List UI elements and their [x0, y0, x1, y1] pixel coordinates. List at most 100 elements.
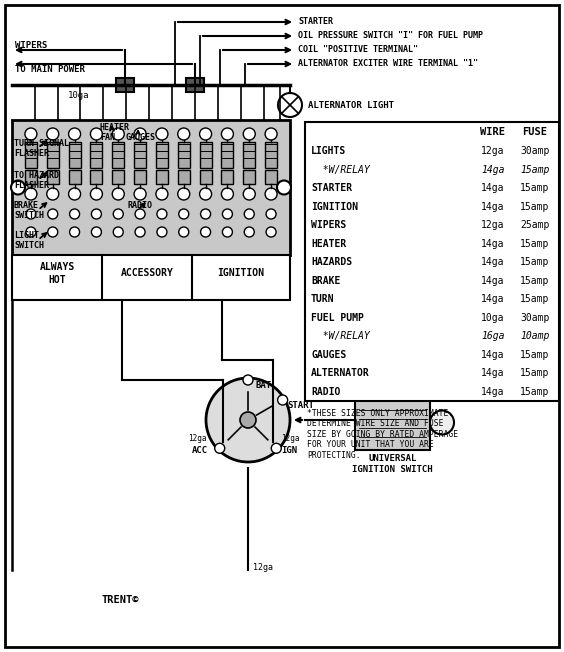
Text: 10ga: 10ga [481, 313, 505, 323]
Circle shape [157, 209, 167, 219]
Circle shape [240, 412, 256, 428]
Text: ACCESSORY: ACCESSORY [121, 268, 174, 278]
Text: 14ga: 14ga [481, 349, 505, 360]
Text: COIL "POSITIVE TERMINAL": COIL "POSITIVE TERMINAL" [298, 46, 418, 55]
Text: HOT: HOT [48, 275, 66, 285]
Circle shape [243, 188, 255, 200]
Text: 10amp: 10amp [521, 331, 550, 341]
Bar [222, 170, 233, 184]
Circle shape [222, 188, 233, 200]
Text: HAZARDS: HAZARDS [311, 258, 352, 267]
Text: 15amp: 15amp [521, 183, 550, 193]
Text: 14ga: 14ga [481, 276, 505, 286]
Bar [222, 142, 233, 168]
Circle shape [25, 128, 37, 140]
Circle shape [156, 128, 168, 140]
Circle shape [265, 128, 277, 140]
Text: WIPERS: WIPERS [311, 220, 346, 230]
Circle shape [157, 227, 167, 237]
Text: 15amp: 15amp [521, 276, 550, 286]
Bar [47, 170, 59, 184]
Text: 14ga: 14ga [481, 368, 505, 378]
Circle shape [69, 188, 81, 200]
Bar [156, 170, 168, 184]
Circle shape [48, 227, 58, 237]
Text: 15amp: 15amp [521, 201, 550, 212]
Circle shape [26, 227, 36, 237]
Bar [156, 142, 168, 168]
Bar [243, 170, 255, 184]
Text: BRAKE: BRAKE [14, 201, 39, 209]
Text: TURN: TURN [311, 294, 334, 304]
Circle shape [135, 209, 145, 219]
Circle shape [113, 209, 124, 219]
Text: WIPERS: WIPERS [15, 40, 47, 50]
Text: 15amp: 15amp [521, 258, 550, 267]
Circle shape [278, 93, 302, 117]
Text: 12ga: 12ga [481, 220, 505, 230]
Text: OIL PRESSURE SWITCH "I" FOR FUEL PUMP: OIL PRESSURE SWITCH "I" FOR FUEL PUMP [298, 31, 483, 40]
Circle shape [90, 188, 103, 200]
Bar [178, 170, 190, 184]
Circle shape [201, 209, 210, 219]
Bar [305, 122, 559, 401]
Circle shape [244, 227, 254, 237]
Text: FUSE: FUSE [522, 127, 548, 137]
Text: 14ga: 14ga [481, 258, 505, 267]
Text: WIRE: WIRE [481, 127, 505, 137]
Circle shape [48, 209, 58, 219]
Circle shape [69, 128, 81, 140]
Circle shape [178, 128, 190, 140]
Circle shape [277, 395, 288, 405]
Text: 25amp: 25amp [521, 220, 550, 230]
Text: *W/RELAY: *W/RELAY [311, 165, 370, 175]
Circle shape [200, 188, 212, 200]
Text: 15amp: 15amp [521, 294, 550, 304]
Text: 30amp: 30amp [521, 313, 550, 323]
Bar [355, 395, 430, 450]
Text: LIGHTS: LIGHTS [311, 146, 346, 156]
Text: UNIVERSAL
IGNITION SWITCH: UNIVERSAL IGNITION SWITCH [352, 454, 433, 474]
Text: *THESE SIZES ONLY APPROXIMATE.
DETERMINE WIRE SIZE AND FUSE
SIZE BY GOING BY RAT: *THESE SIZES ONLY APPROXIMATE. DETERMINE… [307, 409, 458, 460]
Circle shape [90, 128, 103, 140]
Bar [112, 142, 124, 168]
Circle shape [179, 209, 189, 219]
Text: ALWAYS: ALWAYS [39, 262, 74, 272]
Text: 30amp: 30amp [521, 146, 550, 156]
Text: TRENT©: TRENT© [102, 595, 139, 605]
Bar [134, 142, 146, 168]
Text: STARTER: STARTER [298, 18, 333, 27]
Bar [69, 142, 81, 168]
Text: 14ga: 14ga [481, 294, 505, 304]
Text: LIGHT: LIGHT [14, 231, 39, 239]
Bar [186, 78, 204, 92]
Text: ALTERNATOR EXCITER WIRE TERMINAL "1": ALTERNATOR EXCITER WIRE TERMINAL "1" [298, 59, 478, 68]
Text: SWITCH: SWITCH [14, 211, 44, 220]
Circle shape [69, 227, 80, 237]
Circle shape [277, 181, 291, 194]
Bar [69, 170, 81, 184]
Circle shape [47, 128, 59, 140]
Bar [134, 170, 146, 184]
Text: 12ga: 12ga [253, 563, 273, 572]
Text: IGN: IGN [281, 446, 297, 455]
Text: 12ga: 12ga [188, 434, 206, 443]
Circle shape [266, 209, 276, 219]
Circle shape [91, 227, 102, 237]
Text: FAN: FAN [100, 132, 115, 141]
Bar [25, 170, 37, 184]
Text: START: START [288, 400, 315, 409]
Text: 14ga: 14ga [481, 387, 505, 397]
Text: 12ga: 12ga [481, 146, 505, 156]
Text: RADIO: RADIO [311, 387, 341, 397]
Text: GAUGES: GAUGES [311, 349, 346, 360]
Text: FLASHER: FLASHER [14, 149, 49, 158]
Circle shape [135, 227, 145, 237]
Circle shape [243, 375, 253, 385]
Text: BRAKE: BRAKE [311, 276, 341, 286]
Circle shape [112, 188, 124, 200]
Circle shape [222, 227, 232, 237]
Text: SWITCH: SWITCH [14, 241, 44, 250]
Circle shape [430, 411, 454, 434]
Bar [243, 142, 255, 168]
